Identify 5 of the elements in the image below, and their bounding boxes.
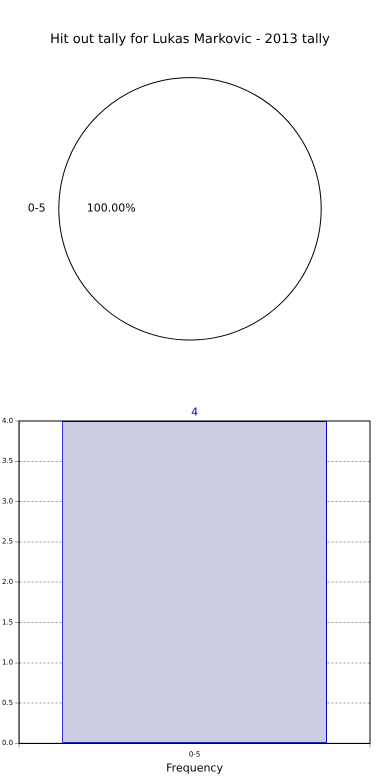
x-axis-title: Frequency	[166, 761, 224, 774]
data-label: 4	[191, 405, 198, 418]
slice-label: 0-5	[28, 202, 46, 215]
chart-title: Hit out tally for Lukas Markovic - 2013 tally	[50, 32, 330, 48]
data-label: 100.00%	[86, 202, 136, 215]
